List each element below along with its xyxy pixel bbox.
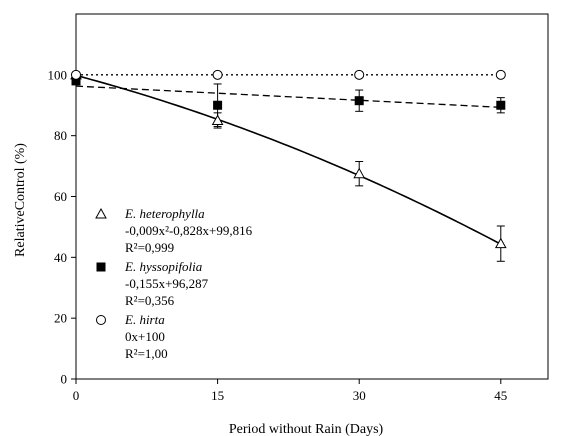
- x-tick-label: 15: [211, 388, 224, 403]
- fit-line: [75, 85, 501, 108]
- circle-marker: [71, 69, 81, 80]
- y-tick-label: 100: [48, 67, 68, 82]
- y-axis-label: RelativeControl (%): [13, 143, 28, 257]
- x-tick-label: 30: [353, 388, 366, 403]
- legend-equation: -0,155x+96,287: [125, 276, 209, 291]
- x-tick-label: 45: [494, 388, 507, 403]
- legend-series-name: E. hyssopifolia: [124, 259, 203, 274]
- x-tick-label: 0: [73, 388, 80, 403]
- triangle-marker: [494, 237, 507, 249]
- data-points: [70, 68, 507, 249]
- triangle-marker: [95, 207, 107, 219]
- legend-equation: -0,009x²-0,828x+99,816: [125, 223, 253, 238]
- legend-r2: R²=0,999: [125, 240, 174, 255]
- square-marker: [96, 262, 106, 272]
- legend: E. heterophylla -0,009x²-0,828x+99,816 R²=…: [95, 206, 253, 361]
- square-marker: [354, 96, 364, 106]
- triangle-marker: [211, 114, 224, 125]
- x-axis-label: Period without Rain (Days): [229, 422, 384, 436]
- square-marker: [213, 100, 223, 110]
- legend-equation: 0x+100: [125, 329, 165, 344]
- circle-marker: [212, 69, 223, 80]
- y-tick-label: 40: [54, 250, 67, 265]
- legend-series-name: E. hirta: [124, 312, 165, 327]
- y-tick-label: 80: [54, 128, 67, 143]
- y-tick-label: 60: [54, 189, 67, 204]
- legend-r2: R²=1,00: [125, 346, 168, 361]
- y-tick-label: 0: [61, 372, 68, 387]
- circle-marker: [354, 69, 365, 80]
- triangle-marker: [353, 167, 366, 179]
- circle-marker: [96, 315, 106, 325]
- fit-lines: [75, 74, 502, 245]
- square-marker: [496, 100, 506, 110]
- legend-series-name: E. heterophylla: [124, 206, 205, 221]
- square-marker: [71, 76, 81, 86]
- fit-line: [75, 74, 502, 245]
- axes: 0 15 30 45 0 20 40 60 80 100: [48, 13, 549, 403]
- circle-marker: [495, 69, 506, 80]
- legend-r2: R²=0,356: [125, 293, 175, 308]
- y-tick-label: 20: [54, 311, 67, 326]
